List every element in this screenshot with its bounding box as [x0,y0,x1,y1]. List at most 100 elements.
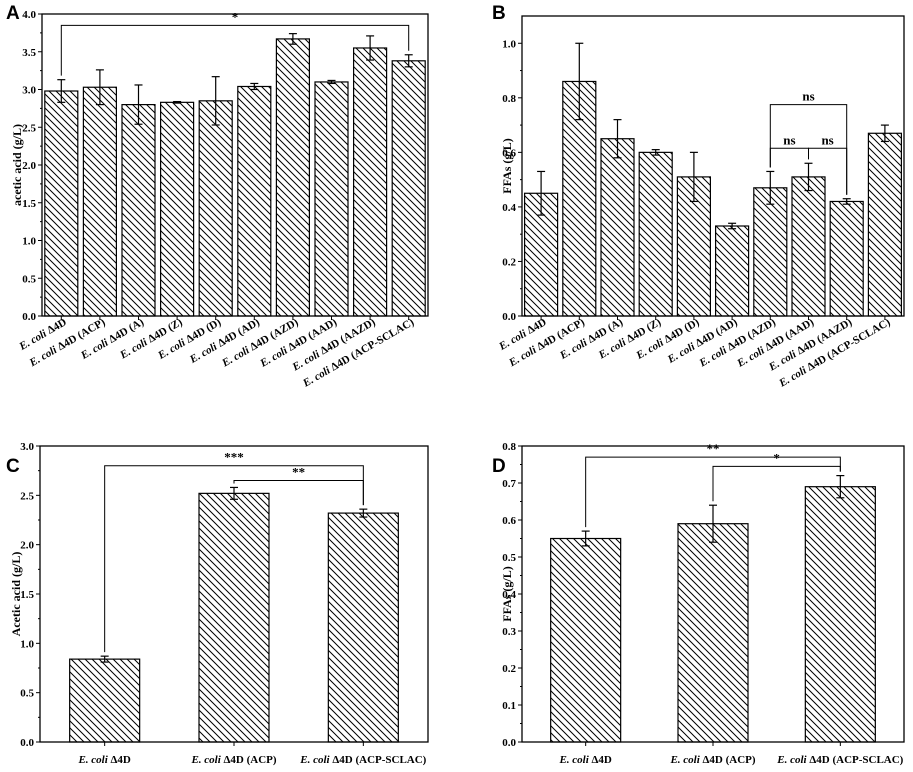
category-species: E. coli [669,754,700,766]
y-tick-label: 0.6 [502,515,516,527]
bar [829,200,864,317]
category-strain: Δ4D [589,754,612,766]
y-tick-label: 0.8 [502,93,516,105]
bar [677,523,749,743]
bar [44,90,79,317]
panel-letter: B [492,3,506,24]
x-category-label: E. coli Δ4D (ACP-SCLAC) [776,754,903,766]
plot-frame [39,445,429,743]
bar [121,103,156,317]
significance-label: ** [707,441,720,456]
significance-label: * [773,450,780,465]
y-tick-label: 0.8 [502,441,516,453]
y-tick-label: 4.0 [22,9,36,21]
y-tick-label: 0.5 [22,273,36,285]
significance-label: * [232,9,239,24]
category-species: E. coli [190,754,221,766]
significance-label: *** [224,450,244,465]
significance-bracket [808,147,848,195]
y-tick-label: 2.5 [20,490,34,502]
y-tick-label: 0.6 [502,147,516,159]
significance-bracket [712,465,841,502]
panel-letter: C [6,456,20,477]
bar [550,537,622,743]
significance-label: ** [292,465,305,480]
y-tick-label: 1.0 [22,236,36,248]
bar [867,132,903,317]
panel-letter: A [6,3,20,24]
significance-bracket [233,480,364,506]
category-strain: Δ4D (ACP-SCLAC) [807,754,904,766]
y-axis-label: acetic acid (g/L) [10,124,24,206]
category-species: E. coli [558,754,589,766]
x-category-label: E. coli Δ4D (ACP) [669,754,755,766]
y-tick-label: 0.5 [502,552,516,564]
x-category-label: E. coli Δ4D (ACP-SCLAC) [299,754,426,766]
bar [391,60,426,317]
x-category-label: E. coli Δ4D (ACP) [190,754,276,766]
y-tick-label: 0.3 [502,626,516,638]
y-tick-label: 0.5 [20,688,34,700]
y-tick-label: 0.0 [20,737,34,749]
bar [198,492,270,743]
bar [804,486,876,743]
y-tick-label: 0.0 [22,311,36,323]
y-tick-label: 0.4 [502,202,516,214]
category-species: E. coli [77,754,108,766]
bar [353,47,388,317]
y-axis-label: FFAs (g/L) [500,566,514,621]
category-species: E. coli [776,754,807,766]
bar [198,100,233,317]
significance-label: ns [783,132,795,147]
plot-frame [41,13,429,317]
panel-D: D 0.0 0.1 0.2 0.3 0.4 0.5 0.6 0.7 0.8 FFAs (g/L) E.… [492,441,905,766]
category-strain: Δ4D (ACP) [700,754,756,766]
significance-label: ns [821,132,833,147]
plot-frame [521,15,905,317]
significance-bracket [585,456,841,528]
bar [314,81,349,317]
bar [327,512,399,743]
category-strain: Δ4D [523,316,549,338]
plot-frame [521,445,905,743]
y-tick-label: 0.0 [502,737,516,749]
y-axis-label: Acetic acid (g/L) [9,552,23,637]
y-tick-label: 0.4 [502,589,516,601]
panel-letter: D [492,456,506,477]
significance-bracket [769,147,809,168]
bar [714,225,750,317]
bar [600,138,635,317]
y-tick-label: 2.5 [22,122,36,134]
y-tick-label: 0.2 [502,663,516,675]
bar [275,38,310,317]
y-tick-label: 2.0 [22,160,36,172]
category-strain: Δ4D [108,754,131,766]
y-tick-label: 1.0 [502,38,516,50]
bar [69,658,141,743]
y-tick-label: 3.5 [22,47,36,59]
y-axis-label: FFAs (g/L) [500,138,514,193]
bar [791,176,826,317]
significance-bracket [60,24,410,76]
category-species: E. coli [299,754,330,766]
bar [753,187,788,317]
bar [82,86,118,317]
category-strain: Δ4D [43,316,69,338]
y-tick-label: 0.1 [502,700,516,712]
y-tick-label: 0.2 [502,256,516,268]
x-category-label: E. coli Δ4D [77,754,130,766]
y-tick-label: 1.5 [22,198,36,210]
y-tick-label: 2.0 [20,540,34,552]
panel-C: C 0.0 0.5 1.0 1.5 2.0 2.5 3.0 Acetic acid (g/L) E… [6,441,429,766]
category-strain: Δ4D (ACP) [221,754,277,766]
y-tick-label: 0.0 [502,311,516,323]
bar [160,101,195,317]
bar [237,85,272,317]
y-tick-label: 1.0 [20,638,34,650]
y-tick-label: 0.7 [502,478,516,490]
x-category-label: E. coli Δ4D [558,754,611,766]
category-strain: Δ4D (ACP-SCLAC) [330,754,427,766]
bar [638,151,673,317]
